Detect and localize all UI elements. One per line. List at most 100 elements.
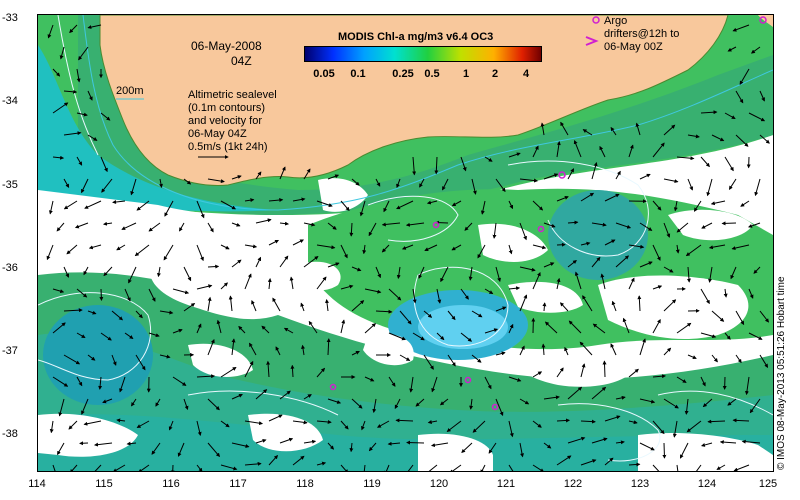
isobath-200m	[82, 15, 773, 211]
argo-drifters	[329, 16, 767, 411]
velocity-arrow	[66, 244, 78, 255]
drifter-track-legend-icon	[585, 36, 599, 46]
argo-drifter[interactable]	[432, 221, 440, 229]
velocity-arrow	[519, 345, 525, 356]
velocity-arrow	[484, 156, 493, 162]
velocity-arrow	[102, 398, 113, 404]
velocity-arrow	[111, 310, 124, 321]
velocity-arrow	[707, 419, 726, 424]
velocity-arrow	[663, 222, 671, 238]
credit-text: © IMOS 08-May-2013 05:51:26 Hobart time	[776, 276, 787, 470]
velocity-arrow	[407, 464, 414, 471]
velocity-arrow	[136, 200, 150, 211]
velocity-arrow	[292, 239, 305, 246]
map-time: 04Z	[231, 54, 252, 68]
velocity-arrow	[375, 266, 381, 279]
velocity-arrow	[428, 464, 438, 471]
velocity-arrow	[303, 222, 316, 227]
velocity-arrow	[183, 178, 192, 185]
velocity-arrow	[451, 244, 462, 251]
velocity-arrow	[711, 354, 718, 363]
velocity-arrow	[602, 360, 607, 378]
velocity-arrow	[151, 442, 161, 455]
chlorophyll-map	[38, 15, 773, 471]
velocity-arrow	[461, 442, 473, 454]
velocity-arrow	[676, 156, 695, 161]
velocity-arrow	[49, 420, 54, 434]
velocity-arrow	[469, 398, 474, 410]
velocity-arrow	[676, 322, 692, 334]
velocity-arrow	[316, 367, 326, 378]
velocity-arrow	[207, 398, 220, 411]
velocity-arrow	[134, 244, 150, 257]
velocity-arrow	[196, 244, 204, 262]
velocity-arrow	[87, 354, 96, 361]
velocity-arrow	[663, 178, 679, 184]
velocity-arrow	[220, 420, 230, 428]
velocity-arrow	[519, 178, 538, 183]
velocity-arrow	[255, 256, 262, 268]
argo-drifter[interactable]	[491, 403, 499, 411]
velocity-arrow	[301, 344, 305, 356]
velocity-arrow	[615, 170, 621, 180]
argo-drifter[interactable]	[558, 171, 566, 179]
velocity-arrow	[556, 418, 570, 423]
velocity-arrow	[196, 323, 202, 334]
velocity-arrow	[372, 398, 377, 413]
velocity-arrow	[268, 239, 280, 246]
velocity-arrow	[652, 420, 665, 435]
lat-tick: -36	[2, 262, 18, 274]
velocity-arrow	[163, 244, 174, 261]
argo-drifter[interactable]	[329, 383, 337, 391]
velocity-arrow	[100, 112, 111, 121]
velocity-arrow	[652, 374, 666, 379]
velocity-arrow	[431, 442, 449, 448]
argo-drifter[interactable]	[759, 16, 767, 24]
velocity-arrow	[351, 178, 360, 186]
velocity-arrow	[564, 346, 569, 356]
velocity-arrow	[735, 134, 749, 147]
velocity-arrow	[303, 168, 311, 180]
velocity-arrow	[138, 464, 150, 471]
velocity-arrow	[340, 244, 348, 259]
velocity-arrow	[679, 442, 689, 459]
velocity-arrow	[279, 221, 289, 226]
velocity-arrows	[46, 24, 770, 471]
velocity-arrow	[480, 464, 486, 471]
velocity-arrow	[495, 178, 506, 193]
velocity-arrow	[532, 420, 542, 428]
velocity-arrow	[303, 439, 317, 444]
velocity-arrow	[580, 192, 595, 202]
velocity-arrow	[308, 320, 318, 334]
velocity-arrow	[68, 420, 78, 430]
velocity-arrow	[532, 145, 539, 158]
velocity-arrow	[383, 200, 390, 213]
velocity-arrow	[744, 376, 750, 396]
argo-drifter[interactable]	[537, 225, 545, 233]
velocity-arrow	[686, 266, 691, 283]
velocity-arrow	[519, 222, 527, 241]
velocity-arrow	[591, 162, 598, 180]
velocity-arrow	[436, 332, 445, 341]
velocity-arrow	[63, 131, 82, 136]
velocity-arrow	[396, 266, 401, 279]
velocity-arrow	[63, 266, 70, 278]
velocity-arrow	[748, 288, 754, 299]
velocity-arrow	[76, 112, 88, 117]
velocity-arrow	[207, 222, 214, 233]
velocity-arrow	[244, 420, 263, 426]
velocity-arrow	[395, 418, 414, 423]
velocity-arrow	[696, 464, 702, 471]
velocity-arrow	[63, 89, 78, 94]
velocity-arrow	[759, 310, 769, 323]
colorbar-title: MODIS Chl-a mg/m3 v6.4 OC3	[338, 31, 494, 43]
velocity-arrow	[196, 374, 216, 379]
lon-tick: 117	[229, 478, 247, 490]
map-panel: 06-May-2008 04Z 200m Altimetric sealevel…	[37, 14, 774, 472]
argo-drifter[interactable]	[464, 376, 472, 384]
velocity-arrow	[556, 195, 569, 202]
velocity-arrow	[622, 317, 630, 334]
velocity-arrow	[292, 420, 308, 425]
velocity-arrow	[740, 200, 750, 207]
velocity-arrow	[652, 142, 665, 158]
